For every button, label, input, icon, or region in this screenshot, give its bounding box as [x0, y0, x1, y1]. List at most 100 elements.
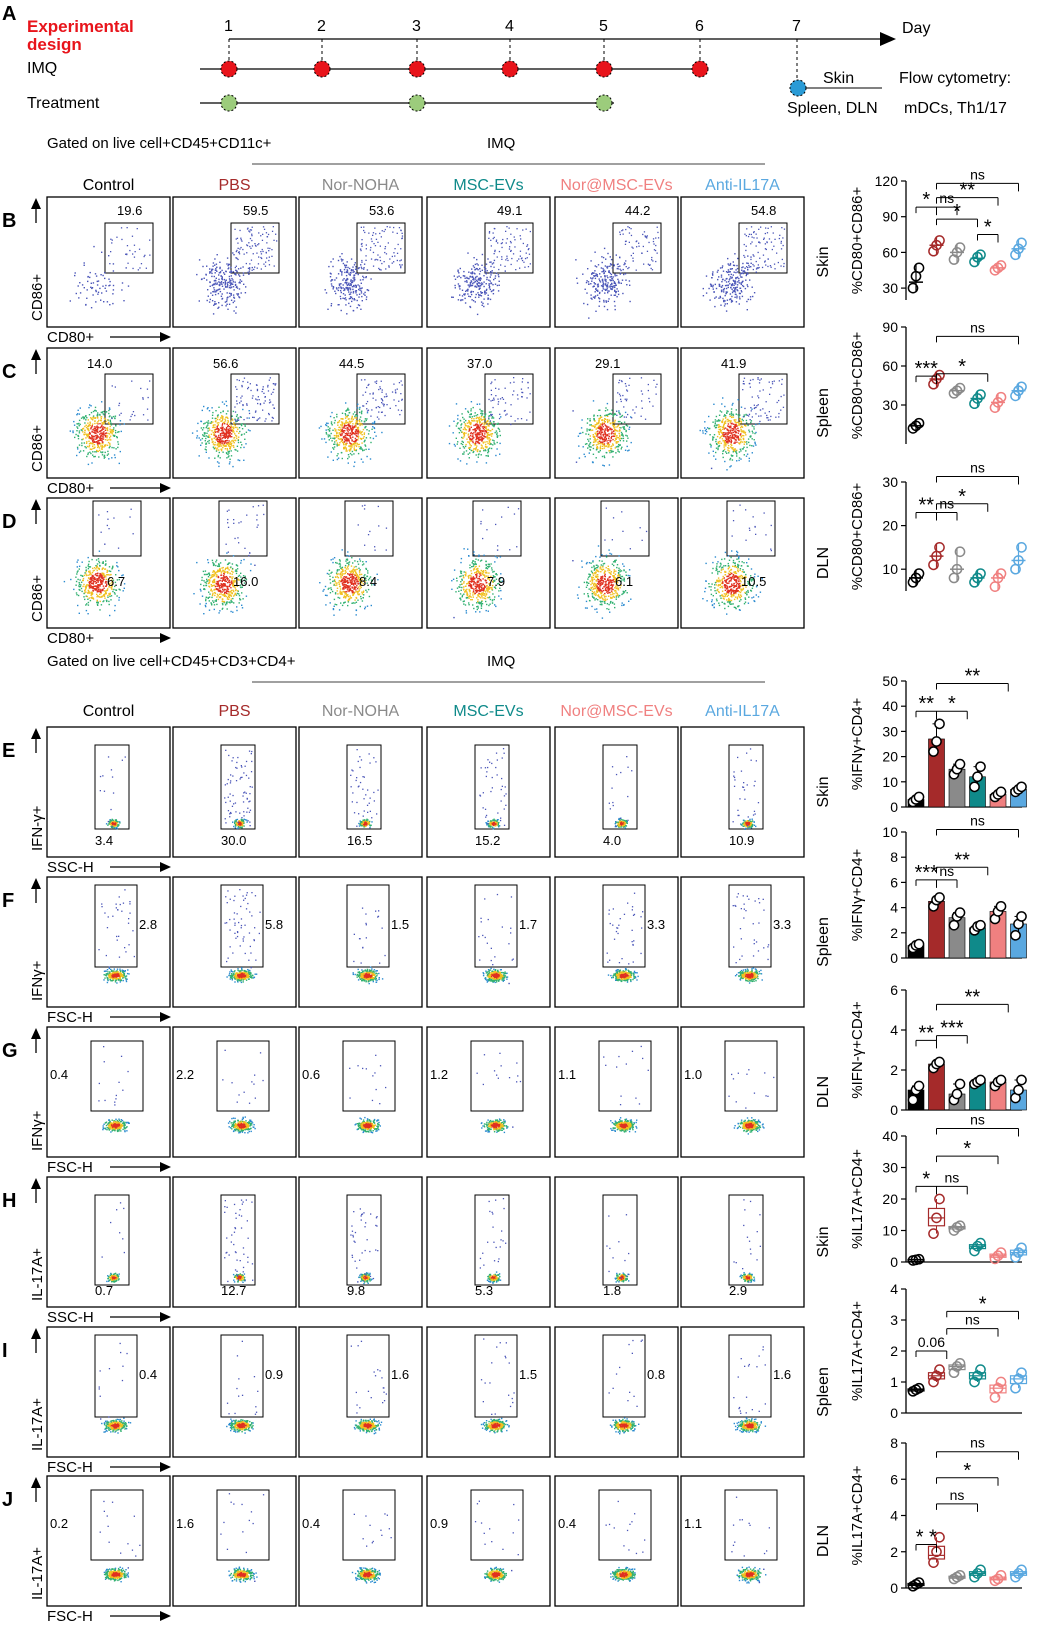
- event-dot: [340, 283, 341, 284]
- event-dot: [602, 268, 603, 269]
- event-dot: [109, 304, 110, 305]
- event-dot: [585, 456, 586, 457]
- event-dot: [361, 438, 362, 439]
- event-dot: [95, 439, 96, 440]
- event-dot: [602, 429, 603, 430]
- event-dot: [196, 437, 197, 438]
- event-dot: [205, 422, 206, 423]
- event-dot: [353, 419, 354, 420]
- event-dot: [247, 388, 248, 389]
- event-dot: [233, 427, 234, 428]
- event-dot: [331, 305, 332, 306]
- event-dot: [605, 259, 606, 260]
- event-dot: [734, 297, 735, 298]
- event-dot: [343, 287, 344, 288]
- event-dot: [486, 277, 487, 278]
- event-dot: [350, 433, 351, 434]
- event-dot: [734, 427, 735, 428]
- event-dot: [741, 422, 742, 423]
- event-dot: [93, 432, 94, 433]
- event-dot: [96, 594, 97, 595]
- event-dot: [527, 257, 528, 258]
- event-dot: [611, 433, 612, 434]
- event-dot: [218, 429, 219, 430]
- event-dot: [356, 429, 357, 430]
- event-dot: [344, 426, 345, 427]
- event-dot: [149, 255, 150, 256]
- event-dot: [522, 396, 523, 397]
- event-dot: [586, 430, 587, 431]
- event-dot: [464, 423, 465, 424]
- event-dot: [479, 409, 480, 410]
- event-dot: [368, 449, 369, 450]
- event-dot: [608, 270, 609, 271]
- event-dot: [733, 415, 734, 416]
- event-dot: [261, 253, 262, 254]
- event-dot: [262, 249, 263, 250]
- event-dot: [493, 293, 494, 294]
- event-dot: [481, 440, 482, 441]
- event-dot: [625, 244, 626, 245]
- event-dot: [352, 289, 353, 290]
- event-dot: [730, 298, 731, 299]
- event-dot: [94, 423, 95, 424]
- event-dot: [222, 435, 223, 436]
- event-dot: [771, 242, 772, 243]
- event-dot: [530, 393, 531, 394]
- event-dot: [348, 273, 349, 274]
- gate-percentage: 49.1: [497, 203, 522, 218]
- event-dot: [590, 438, 591, 439]
- event-dot: [319, 427, 320, 428]
- event-dot: [239, 402, 240, 403]
- event-dot: [275, 384, 276, 385]
- event-dot: [273, 240, 274, 241]
- event-dot: [237, 243, 238, 244]
- event-dot: [733, 424, 734, 425]
- event-dot: [722, 285, 723, 286]
- event-dot: [83, 438, 84, 439]
- event-dot: [715, 423, 716, 424]
- event-dot: [738, 414, 739, 415]
- event-dot: [611, 276, 612, 277]
- event-dot: [467, 252, 468, 253]
- event-dot: [229, 272, 230, 273]
- event-dot: [402, 399, 403, 400]
- event-dot: [116, 237, 117, 238]
- event-dot: [227, 410, 228, 411]
- event-dot: [457, 271, 458, 272]
- event-dot: [331, 303, 332, 304]
- event-dot: [737, 268, 738, 269]
- event-dot: [616, 439, 617, 440]
- event-dot: [769, 238, 770, 239]
- event-dot: [730, 263, 731, 264]
- event-dot: [608, 426, 609, 427]
- event-dot: [101, 440, 102, 441]
- event-dot: [758, 404, 759, 405]
- event-dot: [397, 389, 398, 390]
- event-dot: [373, 438, 374, 439]
- event-dot: [471, 445, 472, 446]
- event-dot: [95, 426, 96, 427]
- group-header-label: Control: [83, 703, 135, 720]
- event-dot: [489, 286, 490, 287]
- event-dot: [212, 291, 213, 292]
- event-dot: [741, 407, 742, 408]
- event-dot: [226, 301, 227, 302]
- event-dot: [214, 276, 215, 277]
- event-dot: [243, 419, 244, 420]
- event-dot: [728, 265, 729, 266]
- event-dot: [578, 445, 579, 446]
- event-dot: [255, 245, 256, 246]
- event-dot: [602, 448, 603, 449]
- event-dot: [231, 440, 232, 441]
- event-dot: [623, 438, 624, 439]
- event-dot: [250, 229, 251, 230]
- event-dot: [75, 434, 76, 435]
- event-dot: [99, 423, 100, 424]
- event-dot: [366, 403, 367, 404]
- event-dot: [348, 432, 349, 433]
- event-dot: [205, 438, 206, 439]
- event-dot: [589, 430, 590, 431]
- event-dot: [131, 381, 132, 382]
- event-dot: [256, 253, 257, 254]
